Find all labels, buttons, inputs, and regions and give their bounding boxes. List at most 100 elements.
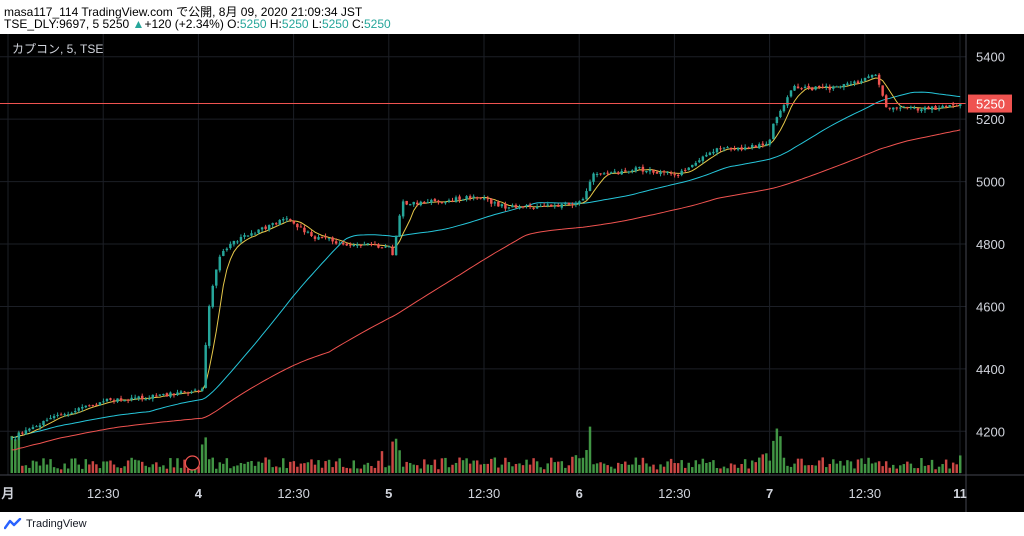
candle-body (225, 248, 229, 251)
volume-bar (613, 468, 616, 473)
candle-body (595, 173, 599, 175)
x-tick-label: 4 (195, 486, 203, 501)
volume-bar (691, 467, 694, 473)
chart-svg[interactable]: 4200 4400 4600 4800 5000 5200 5400 5250 月 12:30 4 1… (0, 34, 1024, 512)
candle-body (863, 77, 867, 81)
candle-body (874, 74, 877, 76)
volume-bar (701, 458, 705, 473)
open-value: 5250 (239, 17, 267, 31)
candle-body (21, 432, 24, 434)
candle-body (42, 420, 45, 426)
candle-body (66, 414, 70, 416)
candle-body (373, 244, 377, 246)
volume-bar (853, 468, 856, 473)
volume-bar (17, 432, 21, 473)
volume-bar (35, 461, 38, 473)
chart-pane[interactable]: 4200 4400 4600 4800 5000 5200 5400 5250 月 12:30 4 1… (0, 34, 1024, 512)
volume-bar (602, 463, 606, 473)
candle-body (736, 147, 740, 150)
candle-body (779, 110, 782, 118)
candle-body (447, 200, 451, 202)
candle-body (222, 250, 225, 256)
volume-bar (539, 467, 542, 473)
ohlc-header: TSE_DLY:9697, 5 5250 ▲+120 (+2.34%) O:52… (4, 17, 391, 31)
volume-bar (592, 464, 595, 473)
volume-bar (289, 461, 292, 473)
candle-body (257, 229, 260, 233)
candle-body (148, 398, 151, 400)
candle-body (77, 408, 80, 411)
candle-body (426, 202, 430, 204)
candle-body (944, 106, 948, 108)
volume-bar (810, 465, 814, 473)
candle-body (754, 145, 757, 148)
volume-bar (155, 462, 158, 473)
candle-body (292, 220, 296, 224)
candle-body (73, 411, 77, 413)
volume-bar (215, 468, 218, 473)
volume-bar (331, 467, 334, 473)
candle-body (338, 243, 341, 245)
volume-bar (902, 464, 906, 473)
volume-bar (772, 440, 775, 473)
volume-bar (21, 465, 24, 473)
volume-bar (743, 459, 747, 473)
volume-bar (447, 467, 451, 473)
candle-body (743, 147, 747, 150)
candle-body (218, 256, 222, 271)
candle-body (28, 428, 31, 431)
candle-body (119, 398, 123, 401)
volume-bar (708, 462, 712, 473)
volume-bar (789, 466, 793, 473)
candle-body (768, 139, 772, 145)
volume-bar (493, 457, 497, 473)
volume-bar (468, 463, 472, 473)
volume-bar (472, 460, 475, 473)
volume-bar (112, 464, 116, 473)
candle-body (814, 86, 817, 90)
volume-bar (426, 464, 430, 473)
candle-body (246, 235, 250, 237)
volume-bar (948, 468, 951, 473)
candle-body (267, 225, 271, 230)
volume-bar (363, 464, 366, 473)
volume-bar (669, 458, 673, 473)
candle-body (937, 108, 941, 110)
volume-bar (817, 460, 821, 473)
candle-body (666, 172, 669, 174)
volume-bar (609, 466, 613, 473)
volume-bar (338, 458, 341, 473)
volume-bar (88, 464, 91, 473)
candle-body (437, 200, 440, 203)
candle-body (137, 396, 140, 399)
volume-bar (867, 457, 870, 473)
volume-bar (475, 460, 479, 473)
candle-body (631, 170, 634, 172)
y-tick-label: 4800 (976, 237, 1005, 252)
volume-bar (109, 460, 112, 473)
candle-body (349, 244, 352, 246)
volume-bar (126, 460, 130, 473)
volume-bar (793, 463, 796, 473)
volume-bar (151, 464, 155, 473)
volume-bar (486, 463, 489, 473)
candle-body (560, 204, 564, 208)
candle-body (430, 199, 433, 203)
volume-bar (310, 459, 313, 473)
volume-bar (532, 458, 535, 473)
candle-body (680, 170, 683, 175)
candle-body (909, 106, 913, 108)
candle-body (468, 196, 472, 199)
candle-body (786, 97, 789, 106)
candle-body (733, 148, 736, 150)
low-value: 5250 (321, 17, 349, 31)
candle-body (761, 143, 765, 146)
candle-body (433, 199, 437, 202)
candle-body (49, 417, 52, 420)
volume-bar (641, 457, 645, 473)
candle-body (884, 95, 888, 108)
candle-body (691, 164, 694, 168)
volume-bar (490, 458, 493, 473)
volume-bar (373, 467, 377, 473)
candle-body (282, 219, 285, 221)
